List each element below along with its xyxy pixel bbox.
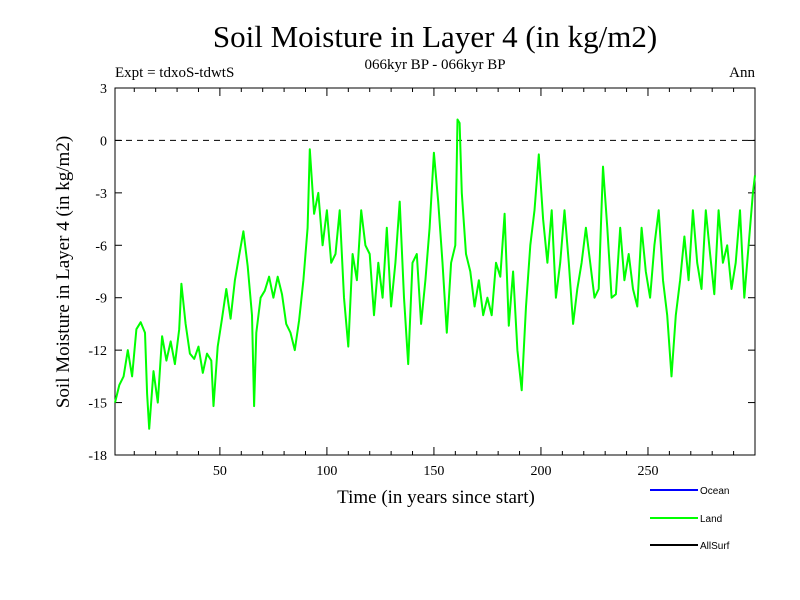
x-tick-label: 50 [213,464,227,479]
x-tick-label: 250 [637,464,658,479]
y-tick-label: -6 [95,239,107,254]
y-tick-label: -12 [88,344,107,359]
legend-label-allsurf: AllSurf [700,541,730,552]
legend: Ocean Land AllSurf [650,486,730,552]
y-tick-label: -3 [95,187,107,202]
y-tick-label: -15 [88,397,107,412]
y-tick-label: -18 [88,449,107,464]
experiment-label: Expt = tdxoS-tdwtS [115,65,234,81]
y-tick-label: 0 [100,134,107,149]
x-tick-label: 150 [423,464,444,479]
x-axis-label: Time (in years since start) [337,487,535,508]
x-tick-label: 100 [316,464,337,479]
legend-label-ocean: Ocean [700,486,729,497]
y-tick-label: -9 [95,292,107,307]
y-tick-label: 3 [100,82,107,97]
series-line-land [114,118,756,430]
chart-title: Soil Moisture in Layer 4 (in kg/m2) [213,19,657,54]
chart-subtitle: 066kyr BP - 066kyr BP [364,57,505,73]
season-label: Ann [729,65,755,81]
y-axis-label: Soil Moisture in Layer 4 (in kg/m2) [53,136,74,408]
legend-label-land: Land [700,514,722,525]
x-tick-label: 200 [530,464,551,479]
plot-frame [114,87,756,456]
